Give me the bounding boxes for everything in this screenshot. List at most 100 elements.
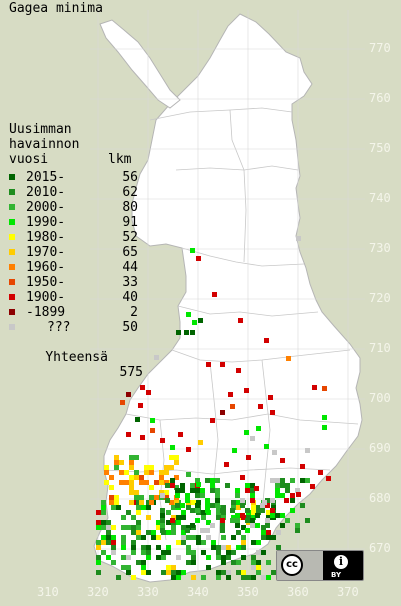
- observation-cell: [275, 493, 280, 498]
- observation-cell: [290, 498, 295, 503]
- observation-cell: [190, 248, 195, 253]
- observation-cell: [225, 483, 230, 488]
- observation-cell: [134, 490, 139, 495]
- observation-cell: [231, 550, 236, 555]
- observation-cell: [178, 432, 183, 437]
- observation-cell: [134, 455, 139, 460]
- observation-cell: [245, 483, 250, 488]
- observation-cell: [171, 565, 176, 570]
- observation-cell: [141, 570, 146, 575]
- observation-cell: [131, 575, 136, 580]
- observation-cell: [221, 505, 226, 510]
- observation-cell: [205, 503, 210, 508]
- observation-cell: [106, 540, 111, 545]
- observation-cell: [121, 535, 126, 540]
- observation-cell: [216, 510, 221, 515]
- observation-cell: [169, 455, 174, 460]
- north-grid-label: 690: [369, 441, 391, 455]
- observation-cell: [285, 483, 290, 488]
- observation-cell: [236, 545, 241, 550]
- observation-cell: [275, 513, 280, 518]
- observation-cell: [134, 495, 139, 500]
- observation-cell: [261, 535, 266, 540]
- observation-cell: [261, 575, 266, 580]
- legend-total-count: 575: [119, 365, 143, 380]
- observation-cell: [231, 505, 236, 510]
- legend-heading-line-1: Uusimman: [9, 122, 72, 137]
- observation-cell: [104, 470, 109, 475]
- north-grid-label: 700: [369, 391, 391, 405]
- observation-cell: [150, 428, 155, 433]
- legend-label: 1950-: [26, 275, 66, 290]
- observation-cell: [176, 570, 181, 575]
- observation-cell: [160, 513, 165, 518]
- observation-cell: [96, 570, 101, 575]
- east-grid-label: 370: [337, 585, 359, 599]
- observation-cell: [140, 385, 145, 390]
- observation-cell: [198, 440, 203, 445]
- observation-cell: [114, 460, 119, 465]
- east-grid-label: 320: [87, 585, 109, 599]
- observation-cell: [266, 510, 271, 515]
- observation-cell: [136, 530, 141, 535]
- observation-cell: [256, 426, 261, 431]
- legend-count: 50: [122, 320, 138, 335]
- observation-cell: [251, 505, 256, 510]
- observation-cell: [171, 530, 176, 535]
- observation-cell: [250, 488, 255, 493]
- observation-cell: [166, 530, 171, 535]
- observation-cell: [190, 483, 195, 488]
- observation-cell: [290, 478, 295, 483]
- observation-cell: [126, 510, 131, 515]
- legend-count: 65: [122, 245, 138, 260]
- observation-cell: [216, 555, 221, 560]
- observation-cell: [191, 575, 196, 580]
- observation-cell: [205, 508, 210, 513]
- observation-cell: [156, 535, 161, 540]
- observation-cell: [215, 478, 220, 483]
- observation-cell: [131, 545, 136, 550]
- observation-cell: [175, 488, 180, 493]
- observation-cell: [280, 513, 285, 518]
- legend-count: 80: [122, 200, 138, 215]
- observation-cell: [241, 575, 246, 580]
- observation-cell: [236, 505, 241, 510]
- observation-cell: [236, 560, 241, 565]
- observation-cell: [250, 436, 255, 441]
- legend-swatch: [9, 219, 15, 225]
- observation-cell: [220, 362, 225, 367]
- observation-cell: [205, 498, 210, 503]
- observation-cell: [185, 493, 190, 498]
- observation-cell: [111, 550, 116, 555]
- observation-cell: [192, 320, 197, 325]
- license-badge[interactable]: cc i BY: [276, 550, 364, 581]
- observation-cell: [174, 500, 179, 505]
- observation-cell: [166, 520, 171, 525]
- observation-cell: [106, 555, 111, 560]
- observation-cell: [210, 478, 215, 483]
- observation-cell: [300, 503, 305, 508]
- legend-swatch: [9, 324, 15, 330]
- observation-cell: [164, 470, 169, 475]
- observation-cell: [266, 515, 271, 520]
- observation-cell: [326, 476, 331, 481]
- observation-cell: [146, 515, 151, 520]
- observation-cell: [305, 448, 310, 453]
- legend-count: 91: [122, 215, 138, 230]
- observation-cell: [111, 545, 116, 550]
- east-grid-label: 310: [37, 585, 59, 599]
- observation-cell: [245, 528, 250, 533]
- observation-cell: [271, 570, 276, 575]
- observation-cell: [196, 540, 201, 545]
- observation-cell: [131, 525, 136, 530]
- observation-cell: [231, 500, 236, 505]
- observation-cell: [280, 483, 285, 488]
- legend-count: 52: [122, 230, 138, 245]
- observation-cell: [201, 510, 206, 515]
- observation-cell: [241, 535, 246, 540]
- north-grid-label: 720: [369, 291, 391, 305]
- observation-cell: [181, 535, 186, 540]
- observation-cell: [146, 545, 151, 550]
- observation-cell: [174, 485, 179, 490]
- observation-cell: [201, 550, 206, 555]
